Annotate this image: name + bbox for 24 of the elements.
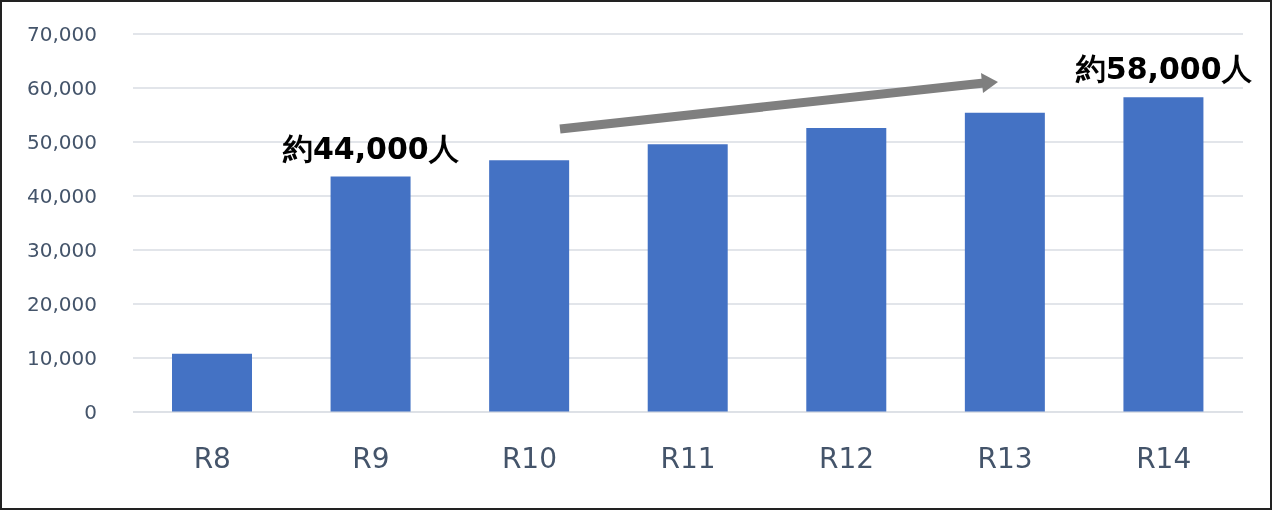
bar: [1123, 97, 1204, 412]
x-tick-label: R13: [977, 441, 1033, 475]
y-tick-label: 50,000: [27, 130, 97, 155]
annotation: 約44,000人: [281, 130, 460, 166]
x-tick-label: R11: [660, 441, 716, 475]
bar: [330, 176, 411, 412]
bar: [647, 144, 728, 412]
y-tick-label: 60,000: [27, 76, 97, 101]
y-tick-label: 70,000: [27, 22, 97, 47]
y-tick-label: 0: [84, 400, 97, 425]
bar: [806, 127, 887, 412]
bar: [489, 160, 570, 412]
bar: [172, 353, 252, 412]
y-tick-label: 20,000: [27, 292, 97, 317]
x-tick-label: R9: [352, 441, 390, 475]
x-tick-label: R8: [193, 441, 231, 475]
y-tick-label: 30,000: [27, 238, 97, 263]
x-tick-label: R12: [819, 441, 875, 475]
y-tick-label: 40,000: [27, 184, 97, 209]
x-tick-label: R14: [1136, 441, 1192, 475]
annotation: 約58,000人: [1074, 51, 1253, 87]
y-tick-label: 10,000: [27, 346, 97, 371]
bar: [964, 112, 1045, 412]
x-tick-label: R10: [501, 441, 557, 475]
